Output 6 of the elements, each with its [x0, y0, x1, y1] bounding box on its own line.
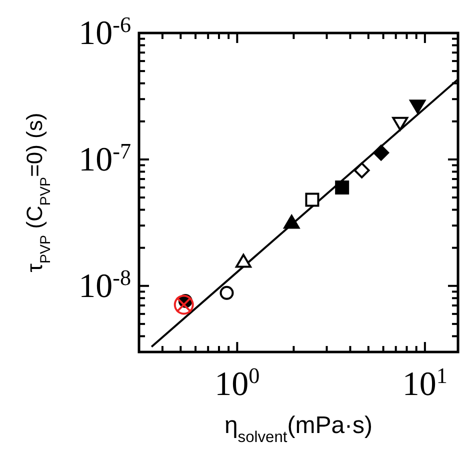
y-tick-label: 10$^{-7}$ [78, 138, 131, 178]
x-tick-label: 10$^{0}$ [214, 362, 260, 403]
x-tick-label: 10$^{1}$ [402, 362, 448, 403]
y-tick-label: 10$^{-6}$ [78, 12, 131, 52]
y-tick-label: 10$^{-8}$ [78, 264, 131, 305]
x-axis-title: η$_{solvent}$(mPa·s) [224, 412, 373, 446]
